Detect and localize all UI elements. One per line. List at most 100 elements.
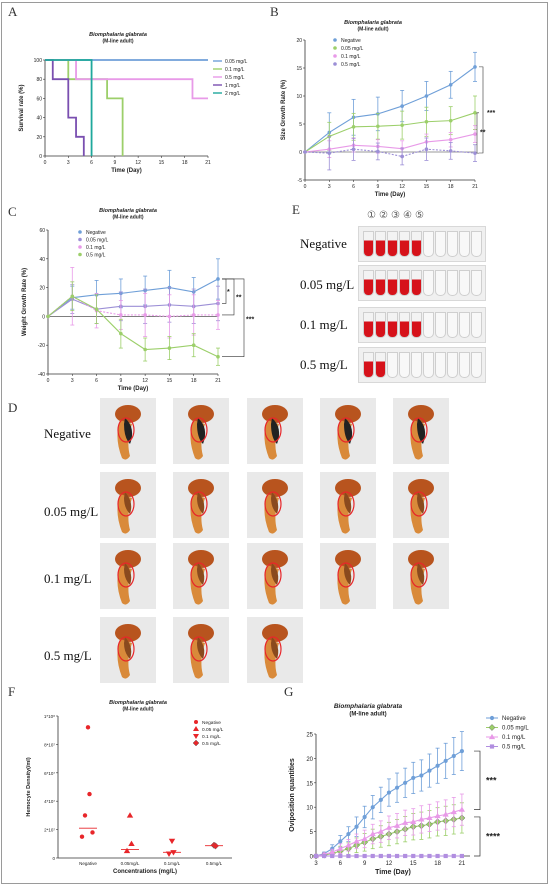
tube-row-image: [358, 226, 486, 262]
tube-red-hemolymph: [363, 231, 374, 257]
data-point: [87, 791, 92, 797]
red-circle-marker: [264, 491, 282, 517]
significance-bracket: [222, 278, 235, 316]
data-point: [403, 780, 408, 785]
significance-label: ***: [486, 775, 497, 785]
snail-body-top: [115, 624, 141, 642]
tube-row-image: [358, 307, 486, 343]
y-tick-label: 4*10⁷: [44, 799, 55, 804]
red-circle-marker: [264, 636, 282, 662]
snail-gland: [124, 492, 132, 514]
snail-photo: [173, 472, 229, 538]
tube-clear: [423, 312, 434, 338]
data-point: [459, 748, 464, 754]
x-tick-label: 0: [304, 184, 307, 190]
x-tick-label: 21: [205, 160, 211, 166]
series-line: [304, 112, 476, 153]
data-point: [419, 773, 424, 778]
tube-red-hemolymph: [387, 231, 398, 257]
snail-gland: [271, 492, 279, 514]
tube-red-hemolymph: [375, 352, 386, 378]
tube-red-hemolymph: [387, 270, 398, 296]
chart-title: Biomphalaria glabrata: [89, 32, 147, 38]
snail-body-top: [262, 405, 288, 423]
photo-row-label: 0.1 mg/L: [44, 571, 92, 586]
snail-gland: [124, 563, 132, 585]
photo-row-label: Negative: [44, 426, 91, 441]
data-point: [143, 313, 147, 317]
snail-photo: [173, 398, 229, 464]
series-line: [304, 148, 476, 158]
legend-swatch: [333, 62, 337, 66]
legend-label: Negative: [341, 38, 361, 44]
significance-bracket: [479, 66, 484, 154]
data-point: [458, 806, 465, 812]
data-point: [424, 94, 429, 98]
tube-clear: [447, 352, 458, 378]
snail-gland: [417, 563, 425, 585]
snail-body-top: [408, 405, 434, 423]
snail-dark-gland: [344, 418, 353, 444]
data-point: [442, 811, 449, 817]
tube-clear: [435, 312, 446, 338]
y-tick-label: 8*10⁷: [44, 742, 55, 747]
snail-illustration: [115, 550, 141, 605]
data-point: [216, 277, 220, 281]
snail-body-top: [335, 550, 361, 568]
x-tick-label: 6: [90, 160, 93, 166]
x-tick-label: 0: [47, 378, 50, 384]
snail-illustration: [262, 624, 288, 679]
data-point: [362, 853, 367, 859]
y-tick-label: 0: [310, 855, 314, 861]
snail-illustration: [188, 624, 214, 679]
y-tick-label: 0: [299, 150, 302, 156]
chart-g-oviposition: Biomphalaria glabrata (M-line adult) 3 6 9 12…: [289, 703, 529, 876]
data-point: [123, 847, 131, 854]
snail-photo: [320, 472, 376, 538]
data-point: [448, 118, 453, 123]
x-tick-label: 6: [352, 184, 355, 190]
x-tick-label: 21: [215, 378, 221, 384]
snail-dark-gland: [271, 418, 280, 444]
tube-red-hemolymph: [399, 270, 410, 296]
tube-clear: [471, 231, 482, 257]
data-point: [329, 848, 336, 855]
snail-body-top: [115, 550, 141, 568]
tube-clear: [435, 231, 446, 257]
legend-swatch: [193, 726, 199, 731]
snail-photo: [320, 398, 376, 464]
tube-red-hemolymph: [411, 312, 422, 338]
snail-gland: [197, 637, 205, 659]
x-tick-label: Negative: [79, 861, 97, 866]
significance-label: ***: [246, 316, 254, 323]
snail-body-top: [115, 479, 141, 497]
significance-label: **: [480, 129, 486, 136]
data-point: [191, 313, 196, 317]
y-axis-label: Hemocyte Density(/ml): [26, 757, 32, 816]
data-point: [403, 853, 408, 859]
data-point: [424, 147, 429, 151]
red-circle-marker: [117, 562, 135, 588]
data-point: [303, 150, 307, 154]
snail-illustration: [115, 624, 141, 679]
legend-swatch: [489, 744, 495, 749]
x-tick-label: 9: [376, 184, 379, 190]
legend-swatch: [333, 54, 337, 58]
snail-gland: [124, 637, 132, 659]
red-circle-marker: [410, 491, 428, 517]
tube-clear: [459, 231, 470, 257]
snail-body-top: [335, 479, 361, 497]
data-point: [170, 850, 177, 856]
data-point: [167, 346, 172, 350]
significance-label: **: [236, 295, 242, 302]
snail-body-top: [335, 405, 361, 423]
snail-illustration: [188, 405, 214, 460]
data-point: [167, 314, 172, 319]
data-point: [459, 853, 464, 859]
legend-label: 0.5 mg/L: [202, 741, 221, 747]
legend-label: 0.05 mg/L: [202, 727, 224, 733]
x-tick-label: 0.05mg/L: [121, 861, 140, 866]
data-point: [143, 347, 147, 352]
snail-illustration: [262, 550, 288, 605]
panel-letter-f: F: [8, 684, 16, 699]
